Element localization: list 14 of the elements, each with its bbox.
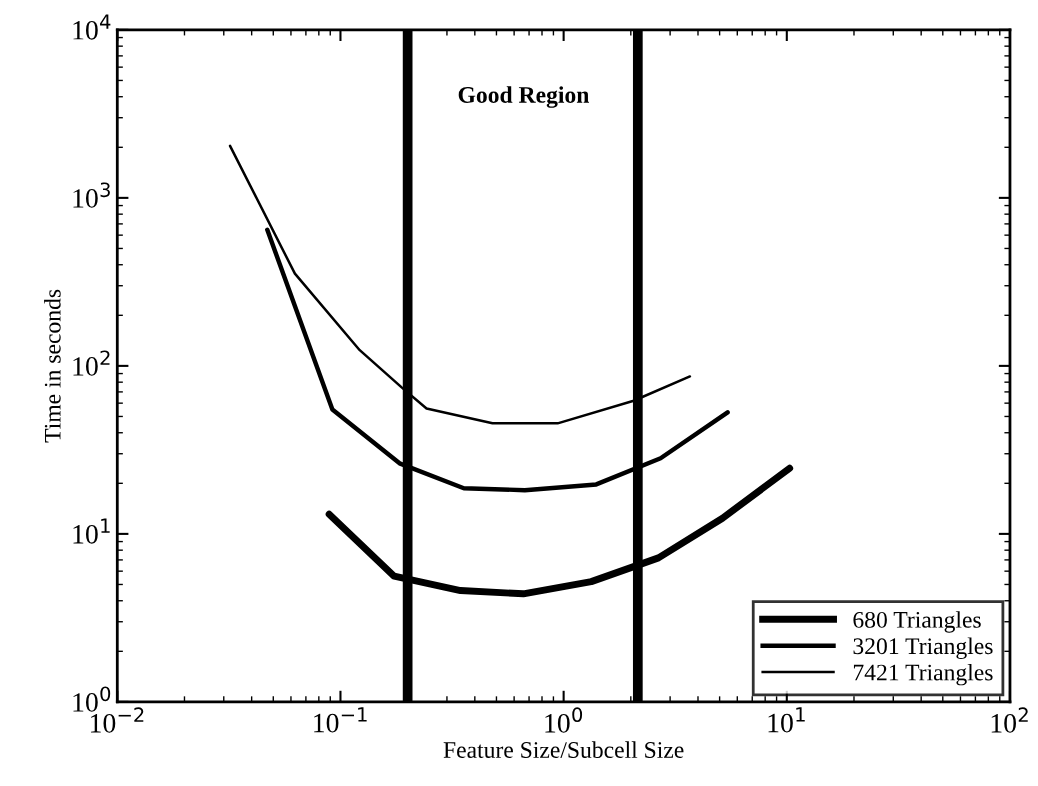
x-tick-label: 10$^{1}$	[768, 707, 805, 733]
y-tick-label: 10$^{2}$	[73, 350, 110, 376]
y-tick-label: 10$^{4}$	[73, 14, 111, 40]
y-axis-title: Time in seconds	[44, 289, 61, 443]
x-axis-title: Feature Size/Subcell Size	[443, 741, 684, 758]
x-tick-label: 10$^{−1}$	[314, 707, 367, 733]
x-tick-label: 10$^{0}$	[545, 707, 583, 733]
y-tick-label: 10$^{3}$	[73, 182, 110, 208]
annotation: Good Region	[458, 86, 590, 108]
y-tick-label: 10$^{1}$	[73, 518, 110, 544]
legend-label: 3201 Triangles	[853, 637, 993, 660]
x-tick-label: 10$^{2}$	[991, 707, 1028, 733]
legend-label: 680 Triangles	[853, 611, 981, 633]
legend-label: 7421 Triangles	[853, 663, 993, 686]
